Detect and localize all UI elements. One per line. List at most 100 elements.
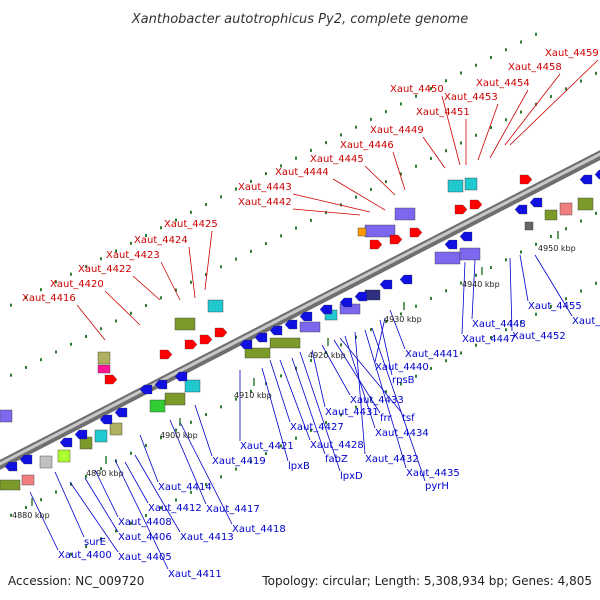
label-leader-line	[94, 469, 119, 518]
label-leader-line	[69, 481, 119, 553]
grid-dot	[70, 272, 72, 276]
label-leader-lines	[29, 59, 599, 570]
map-title: Xanthobacter autotrophicus Py2, complete…	[131, 12, 468, 27]
label-leader-line	[194, 404, 213, 457]
forward-gene-arrow	[519, 174, 533, 185]
label-leader-line	[379, 319, 393, 376]
grid-dot	[10, 303, 12, 307]
grid-dot	[10, 513, 12, 517]
grid-dot	[190, 490, 192, 494]
grid-dot	[385, 180, 387, 184]
grid-dot	[400, 382, 402, 386]
reverse-gene-arrow	[444, 239, 458, 250]
grid-dot	[205, 203, 207, 207]
grid-dot	[145, 304, 147, 308]
forward-gene-arrow	[469, 199, 483, 210]
grid-dot	[70, 552, 72, 556]
reverse-gene-arrow	[254, 332, 268, 343]
gene-block	[577, 197, 594, 211]
reverse-gene-arrow	[399, 274, 413, 285]
label-leader-line	[160, 261, 181, 301]
grid-dot	[430, 156, 432, 160]
summary-text: Topology: circular; Length: 5,308,934 bp…	[261, 574, 592, 588]
grid-dot	[520, 320, 522, 324]
gene-label: fabZ	[325, 454, 348, 465]
grid-dot	[250, 389, 252, 393]
reverse-gene-arrow	[99, 414, 113, 425]
grid-dot	[565, 87, 567, 91]
grid-dot	[340, 133, 342, 137]
grid-dot	[400, 312, 402, 316]
grid-dot	[295, 156, 297, 160]
reverse-gene-arrow	[299, 311, 313, 322]
gene-block	[0, 409, 13, 423]
gene-label: Xaut_4433	[350, 395, 404, 406]
grid-dot	[310, 428, 312, 432]
grid-dot	[25, 365, 27, 369]
grid-dot	[280, 164, 282, 168]
grid-dot	[145, 444, 147, 448]
gene-label: Xaut_4413	[180, 532, 234, 543]
gene-label: Xaut_4418	[232, 524, 286, 535]
scale-tick-label: 4950 kbp	[538, 244, 576, 253]
reverse-gene-arrow	[74, 429, 88, 440]
grid-dot	[85, 334, 87, 338]
grid-dot	[430, 86, 432, 90]
label-leader-line	[179, 421, 233, 525]
label-leader-line	[374, 317, 386, 363]
gene-label: Xaut_4444	[275, 167, 329, 178]
grid-dot	[580, 79, 582, 83]
grid-dot	[430, 296, 432, 300]
grid-dot	[325, 211, 327, 215]
gene-label: Xaut_4450	[390, 84, 444, 95]
gene-label: Xaut_4447	[462, 334, 516, 345]
grid-dot	[580, 219, 582, 223]
grid-dot	[175, 288, 177, 292]
forward-gene-arrow	[199, 334, 213, 345]
reverse-gene-arrow	[154, 379, 168, 390]
grid-dot	[415, 164, 417, 168]
grid-dot	[505, 258, 507, 262]
grid-dot	[130, 451, 132, 455]
grid-dot	[160, 296, 162, 300]
grid-dot	[40, 288, 42, 292]
gene-label: Xaut_4428	[310, 440, 364, 451]
gene-label: surE	[84, 537, 106, 548]
reverse-gene-arrow	[459, 231, 473, 242]
forward-gene-arrow	[389, 234, 403, 245]
grid-dot	[370, 187, 372, 191]
reverse-gene-arrow	[19, 454, 33, 465]
grid-dot	[520, 110, 522, 114]
label-leader-line	[311, 349, 326, 408]
reverse-gene-arrow	[319, 304, 333, 315]
gene-label: Xaut_4451	[416, 107, 470, 118]
label-leader-line	[292, 208, 361, 216]
grid-dot	[595, 71, 597, 75]
gene-block	[559, 202, 573, 216]
grid-dot	[145, 514, 147, 518]
grid-dot	[415, 304, 417, 308]
gene-labels: Xaut_4416 Xaut_4420 Xaut_4422 Xaut_4423 Xaut…	[22, 48, 600, 580]
gene-block	[447, 179, 464, 193]
grid-dot	[535, 312, 537, 316]
grid-dot	[280, 234, 282, 238]
label-leader-line	[339, 337, 403, 414]
grid-dot	[280, 444, 282, 448]
gene-label: Xaut_4420	[50, 279, 104, 290]
label-leader-line	[134, 454, 181, 533]
reverse-gene-arrow	[514, 204, 528, 215]
grid-dot	[190, 210, 192, 214]
label-leader-line	[392, 151, 406, 191]
gene-block	[459, 247, 481, 261]
gene-label: Xaut_4411	[168, 569, 222, 580]
gene-label: Xaut_4455	[528, 301, 582, 312]
grid-dot	[175, 428, 177, 432]
grid-dot	[235, 257, 237, 261]
grid-dot	[265, 452, 267, 456]
scale-tick-label: 4900 kbp	[160, 431, 198, 440]
grid-dot	[385, 110, 387, 114]
grid-dot	[430, 366, 432, 370]
grid-dot	[460, 71, 462, 75]
gene-label: tsf	[402, 413, 415, 424]
label-leader-line	[371, 327, 426, 482]
